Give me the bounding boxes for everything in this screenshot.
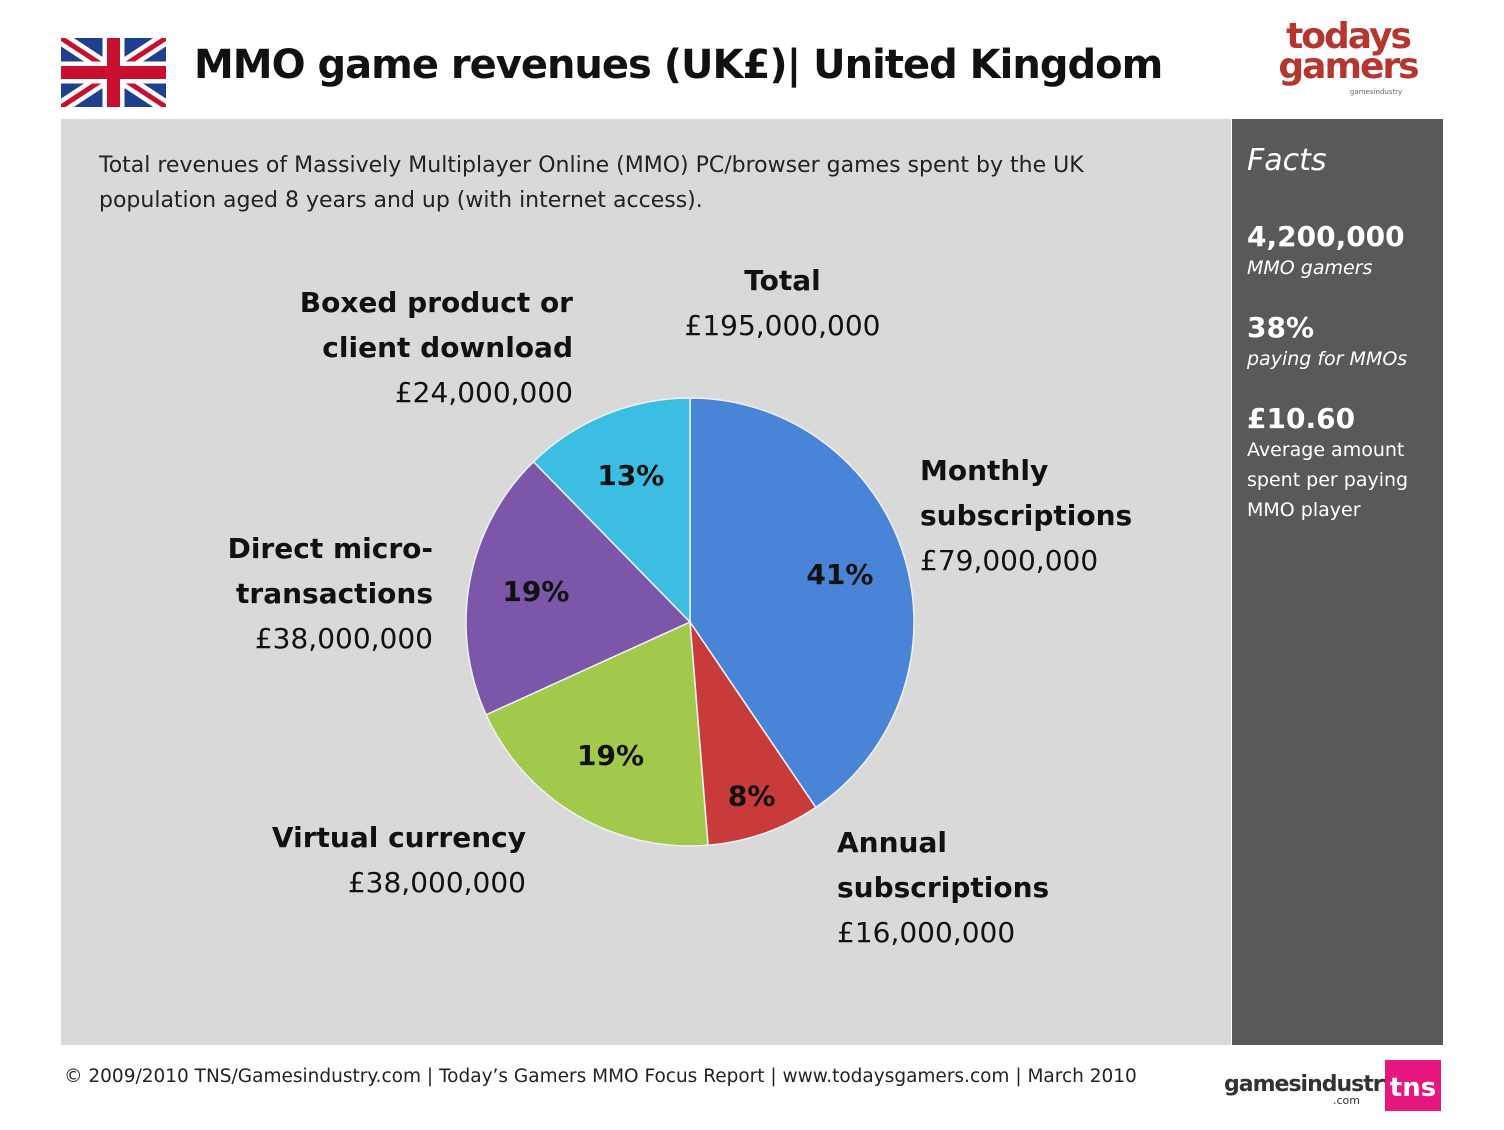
percent-label: 19% — [502, 575, 569, 608]
value-label: £24,000,000 — [394, 376, 573, 409]
footer-logo-sub: .com — [1333, 1094, 1360, 1107]
category-name: Boxed product or client download — [299, 286, 573, 364]
percent-label: 41% — [806, 558, 873, 591]
footer-logo: gamesindustry — [1224, 1072, 1397, 1097]
fact: £10.60 Average amount spent per paying MM… — [1247, 402, 1443, 525]
value-label: £79,000,000 — [920, 544, 1099, 577]
tns-logo: tns — [1385, 1060, 1441, 1111]
fact: 38% paying for MMOs — [1247, 311, 1443, 370]
facts-panel: Facts 4,200,000 MMO gamers 38% paying for M… — [1232, 119, 1443, 1045]
pie-slice — [532, 397, 691, 624]
fact-label: MMO gamers — [1247, 257, 1373, 279]
total-label: Total £195,000,000 — [640, 258, 925, 348]
category-label: Monthly subscriptions £79,000,000 — [920, 448, 1180, 583]
fact-label: Average amount spent per paying MMO play… — [1247, 439, 1409, 521]
category-label: Boxed product or client download £24,000,… — [253, 280, 573, 415]
total-value: £195,000,000 — [684, 309, 881, 342]
percent-label: 8% — [728, 779, 776, 812]
value-label: £38,000,000 — [347, 866, 526, 899]
title: MMO game revenues (UK£)| United Kingdom — [194, 42, 1163, 88]
fact-value: 4,200,000 — [1247, 220, 1405, 253]
footer: © 2009/2010 TNS/Gamesindustry.com | Toda… — [64, 1066, 1137, 1087]
flag — [61, 38, 166, 107]
subtitle: Total revenues of Massively Multiplayer … — [99, 153, 1084, 213]
category-name: Virtual currency — [271, 821, 526, 854]
total-title: Total — [744, 264, 821, 297]
pie-chart: 41% 8% 19% 19% 13% — [465, 397, 915, 847]
pie-slice — [689, 619, 817, 847]
value-label: £16,000,000 — [837, 916, 1016, 949]
percent-label: 13% — [597, 459, 664, 492]
pie-slice — [485, 620, 709, 847]
value-label: £38,000,000 — [254, 622, 433, 655]
facts-title: Facts — [1247, 143, 1327, 178]
logo: todays gamers — [1278, 16, 1419, 87]
category-name: Annual subscriptions — [837, 826, 1050, 904]
fact: 4,200,000 MMO gamers — [1247, 220, 1443, 279]
category-name: Direct micro-transactions — [227, 532, 433, 610]
fact-value: £10.60 — [1247, 402, 1356, 435]
category-label: Direct micro-transactions £38,000,000 — [113, 526, 433, 661]
category-label: Virtual currency £38,000,000 — [266, 815, 526, 905]
pie-slice — [465, 460, 692, 716]
category-name: Monthly subscriptions — [920, 454, 1133, 532]
logo-sub: gamesindustry — [1350, 88, 1403, 96]
pie-slice — [689, 397, 915, 809]
category-label: Annual subscriptions £16,000,000 — [837, 820, 1097, 955]
percent-label: 19% — [577, 739, 644, 772]
fact-value: 38% — [1247, 311, 1315, 344]
fact-label: paying for MMOs — [1247, 348, 1408, 370]
facts-list: 4,200,000 MMO gamers 38% paying for MMOs £10… — [1247, 220, 1443, 525]
